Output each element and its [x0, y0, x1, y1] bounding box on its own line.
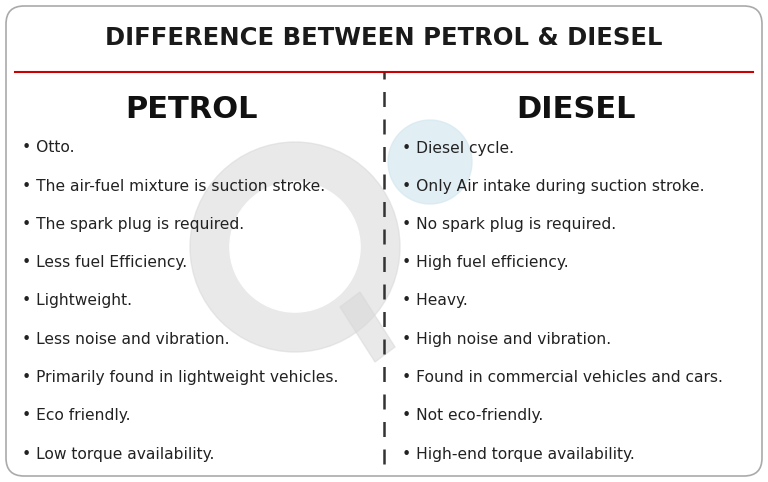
Text: • High noise and vibration.: • High noise and vibration.	[402, 332, 611, 347]
Text: • High-end torque availability.: • High-end torque availability.	[402, 446, 634, 461]
FancyBboxPatch shape	[6, 6, 762, 476]
Text: PETROL: PETROL	[126, 95, 258, 124]
Text: • The spark plug is required.: • The spark plug is required.	[22, 217, 244, 232]
Text: • The air-fuel mixture is suction stroke.: • The air-fuel mixture is suction stroke…	[22, 179, 325, 194]
Text: • High fuel efficiency.: • High fuel efficiency.	[402, 255, 568, 270]
Text: • Low torque availability.: • Low torque availability.	[22, 446, 214, 461]
Text: • Only Air intake during suction stroke.: • Only Air intake during suction stroke.	[402, 179, 704, 194]
Text: • Less fuel Efficiency.: • Less fuel Efficiency.	[22, 255, 187, 270]
Circle shape	[388, 120, 472, 204]
Text: • Diesel cycle.: • Diesel cycle.	[402, 140, 514, 156]
Text: DIESEL: DIESEL	[516, 95, 636, 124]
Polygon shape	[340, 292, 395, 362]
Text: • Heavy.: • Heavy.	[402, 294, 468, 308]
Text: • Lightweight.: • Lightweight.	[22, 294, 132, 308]
Text: DIFFERENCE BETWEEN PETROL & DIESEL: DIFFERENCE BETWEEN PETROL & DIESEL	[105, 26, 663, 50]
Text: • Primarily found in lightweight vehicles.: • Primarily found in lightweight vehicle…	[22, 370, 339, 385]
Text: • Otto.: • Otto.	[22, 140, 74, 156]
Text: • No spark plug is required.: • No spark plug is required.	[402, 217, 616, 232]
Text: • Not eco-friendly.: • Not eco-friendly.	[402, 408, 543, 423]
Text: • Eco friendly.: • Eco friendly.	[22, 408, 131, 423]
Circle shape	[190, 142, 400, 352]
Text: • Found in commercial vehicles and cars.: • Found in commercial vehicles and cars.	[402, 370, 723, 385]
Text: • Less noise and vibration.: • Less noise and vibration.	[22, 332, 230, 347]
Circle shape	[230, 182, 360, 312]
